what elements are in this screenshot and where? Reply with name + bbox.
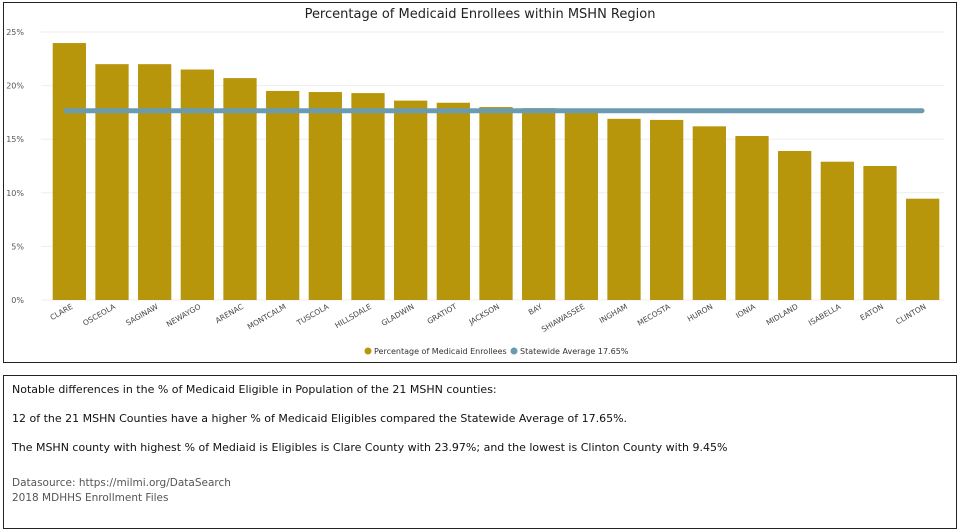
chart-title: Percentage of Medicaid Enrollees within … bbox=[304, 7, 656, 22]
y-tick-label: 5% bbox=[11, 242, 24, 251]
bar bbox=[778, 150, 812, 300]
bar bbox=[266, 90, 300, 301]
x-tick-label: SHIAWASSEE bbox=[540, 302, 587, 334]
bar bbox=[479, 107, 513, 300]
x-tick-label: GLADWIN bbox=[380, 302, 416, 328]
legend-bar-marker bbox=[364, 347, 372, 355]
bar bbox=[607, 118, 641, 300]
x-tick-label: MECOSTA bbox=[636, 302, 673, 328]
x-tick-label: BAY bbox=[527, 302, 544, 317]
x-tick-label: TUSCOLA bbox=[294, 302, 331, 328]
bar bbox=[906, 198, 940, 300]
y-tick-label: 10% bbox=[6, 189, 24, 198]
bar bbox=[351, 93, 385, 300]
x-tick-label: CLINTON bbox=[894, 302, 927, 326]
legend-label: Statewide Average 17.65% bbox=[520, 347, 629, 356]
bar bbox=[180, 69, 214, 301]
x-tick-label: CLARE bbox=[48, 302, 74, 322]
bar bbox=[52, 43, 86, 301]
x-tick-label: HILLSDALE bbox=[333, 302, 373, 330]
x-tick-label: GRATIOT bbox=[426, 302, 459, 326]
x-tick-label: SAGINAW bbox=[124, 302, 160, 328]
x-tick-label: HURON bbox=[686, 302, 715, 324]
y-tick-label: 0% bbox=[11, 296, 24, 305]
bar bbox=[735, 135, 769, 300]
notes-highest-lowest: The MSHN county with highest % of Mediai… bbox=[12, 441, 728, 454]
bar bbox=[820, 161, 854, 300]
x-tick-label: IONIA bbox=[734, 302, 757, 321]
x-tick-label: EATON bbox=[859, 302, 885, 322]
bar bbox=[138, 64, 172, 300]
notes-above-average: 12 of the 21 MSHN Counties have a higher… bbox=[12, 412, 628, 425]
notes-heading: Notable differences in the % of Medicaid… bbox=[12, 383, 497, 396]
x-tick-label: OSCEOLA bbox=[81, 302, 117, 328]
y-tick-label: 20% bbox=[6, 82, 24, 91]
bar-chart: 0% 5% 10% 15% 20% 25% CLARE OSCEOLA SAGINAW NEWAY… bbox=[6, 28, 944, 356]
bar bbox=[394, 100, 428, 300]
y-tick-label: 25% bbox=[6, 28, 24, 37]
x-tick-label: JACKSON bbox=[467, 302, 501, 327]
x-tick-label: MIDLAND bbox=[765, 302, 800, 328]
bar bbox=[522, 108, 556, 300]
legend-line-marker bbox=[510, 347, 518, 355]
x-tick-label: ARENAC bbox=[214, 302, 245, 325]
legend-label: Percentage of Medicaid Enrollees bbox=[374, 347, 507, 356]
bar bbox=[863, 166, 897, 300]
bar bbox=[692, 126, 726, 300]
x-tick-label: INGHAM bbox=[598, 302, 629, 325]
datasource-text: Datasource: https://milmi.org/DataSearch bbox=[12, 477, 231, 489]
y-tick-label: 15% bbox=[6, 135, 24, 144]
bar bbox=[223, 78, 257, 300]
bar bbox=[308, 92, 342, 300]
enrollment-files-text: 2018 MDHHS Enrollment Files bbox=[12, 492, 169, 504]
x-tick-label: ISABELLA bbox=[807, 302, 843, 328]
bar bbox=[95, 64, 129, 300]
x-tick-label: NEWAYGO bbox=[165, 302, 203, 329]
bar bbox=[650, 119, 684, 301]
x-tick-label: MONTCALM bbox=[246, 302, 288, 331]
notes-panel: Notable differences in the % of Medicaid… bbox=[3, 375, 957, 529]
chart-panel: Percentage of Medicaid Enrollees within … bbox=[3, 2, 957, 363]
bar bbox=[436, 102, 470, 300]
bar bbox=[564, 111, 598, 300]
